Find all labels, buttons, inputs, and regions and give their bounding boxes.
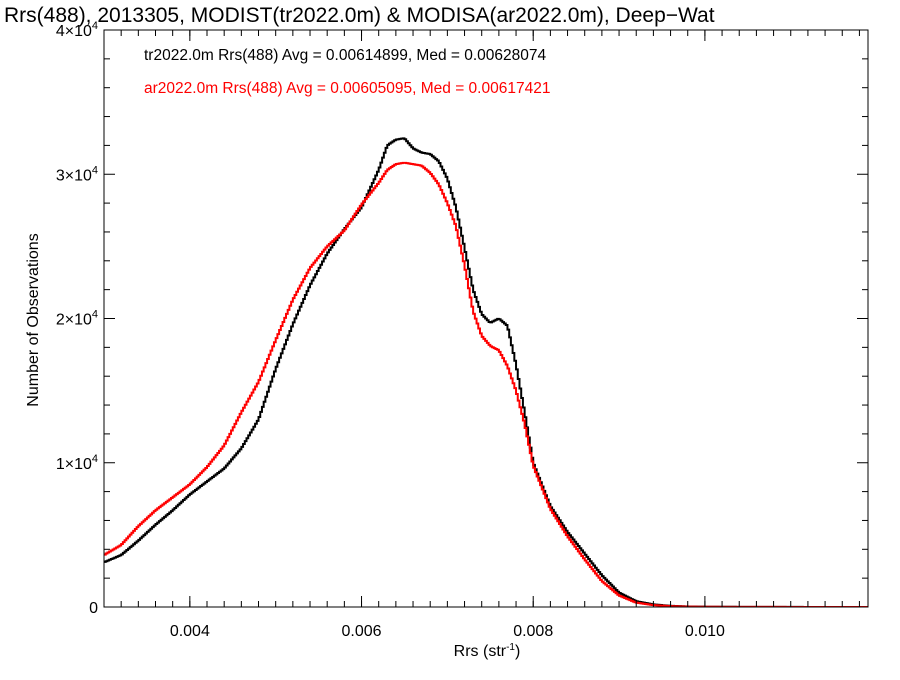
y-tick-exponent: 4 xyxy=(92,453,98,465)
y-tick-exponent: 4 xyxy=(92,309,98,321)
x-axis-label-text: Rrs (str xyxy=(454,643,507,660)
y-tick-exponent: 4 xyxy=(92,164,98,176)
y-tick-mantissa: 1×10 xyxy=(56,456,92,473)
stats-annotation-tr: tr2022.0m Rrs(488) Avg = 0.00614899, Med… xyxy=(144,47,547,64)
y-tick-mantissa: 3×10 xyxy=(56,167,92,184)
series-line-0 xyxy=(104,137,868,607)
plot-area: 0.004 0.006 0.008 0.01001×1042×1043×1044×10… xyxy=(56,20,869,640)
x-tick-label: 0.008 xyxy=(513,623,553,640)
x-axis-label: Rrs (str-1) xyxy=(454,642,521,660)
y-tick-mantissa: 4×10 xyxy=(56,23,92,40)
y-tick-mantissa: 2×10 xyxy=(56,312,92,329)
y-tick-label: 3×104 xyxy=(56,164,98,184)
stats-annotation-ar: ar2022.0m Rrs(488) Avg = 0.00605095, Med… xyxy=(144,80,550,97)
y-axis-label: Number of Observations xyxy=(25,233,42,406)
y-tick-label: 0 xyxy=(89,600,98,617)
x-axis-label-close: ) xyxy=(515,643,520,660)
y-tick-label: 1×104 xyxy=(56,453,98,473)
x-axis-label-exponent: -1 xyxy=(506,642,515,653)
y-tick-label: 4×104 xyxy=(56,20,98,40)
y-tick-label: 2×104 xyxy=(56,309,98,329)
x-tick-label: 0.006 xyxy=(342,623,382,640)
series-line-1 xyxy=(104,161,868,607)
x-tick-label: 0.010 xyxy=(685,623,725,640)
chart-title: Rrs(488), 2013305, MODIST(tr2022.0m) & M… xyxy=(4,4,715,27)
x-tick-label: 0.004 xyxy=(170,623,210,640)
y-tick-exponent: 4 xyxy=(92,20,98,32)
y-tick-mantissa: 0 xyxy=(89,600,98,617)
